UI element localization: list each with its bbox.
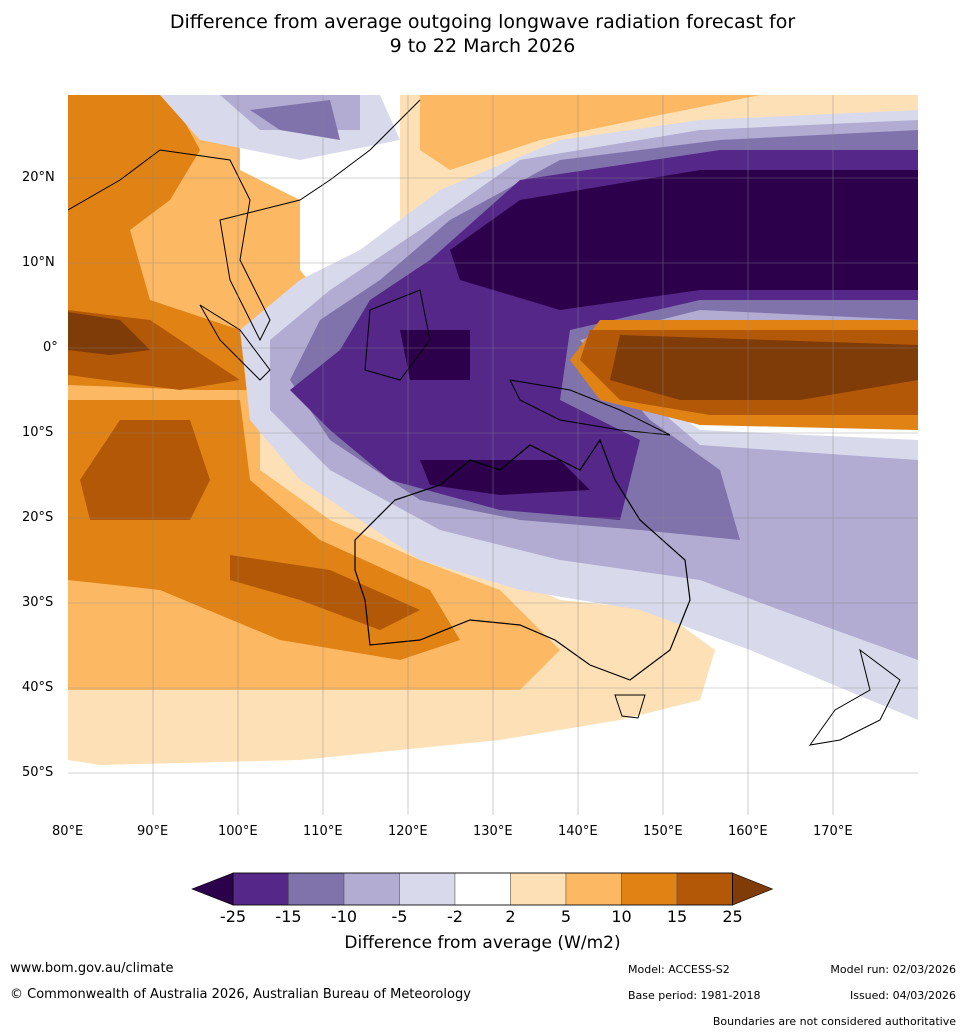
anomaly-region: [420, 95, 760, 170]
colorbar-frame: [232, 872, 733, 906]
lon-tick: 80°E: [52, 824, 84, 839]
anomaly-region: [610, 335, 918, 400]
new-guinea-coastline: [509, 379, 671, 436]
lon-tick: 90°E: [137, 824, 169, 839]
anomaly-map: [68, 95, 918, 815]
colorbar-tick-label: 10: [611, 907, 632, 926]
lon-tick: 170°E: [813, 824, 853, 839]
lon-tick: 110°E: [303, 824, 343, 839]
anomaly-region: [400, 170, 918, 495]
colorbar: [191, 872, 774, 906]
lat-tick: 40°S: [22, 680, 54, 695]
colorbar-tick-label: -15: [275, 907, 302, 926]
colorbar-tick-label: -5: [391, 907, 408, 926]
lon-tick: 120°E: [388, 824, 428, 839]
lat-tick: 10°S: [22, 425, 54, 440]
colorbar-tick-label: 25: [722, 907, 743, 926]
colorbar-segment: [676, 872, 733, 906]
colorbar-segment: [232, 872, 289, 906]
lon-tick: 150°E: [643, 824, 683, 839]
lon-tick: 140°E: [558, 824, 598, 839]
borneo-coastline: [364, 289, 431, 381]
colorbar-segment: [621, 872, 678, 906]
colorbar-segment: [343, 872, 400, 906]
colorbar-segment: [288, 872, 345, 906]
colorbar-tick-label: -2: [447, 907, 463, 926]
colorbar-tick-label: -25: [219, 907, 247, 926]
anomaly-region: [80, 420, 420, 630]
lat-tick: 30°S: [22, 595, 54, 610]
title-line-2: 9 to 22 March 2026: [389, 35, 576, 57]
lon-tick: 160°E: [728, 824, 768, 839]
colorbar-segment: [510, 872, 567, 906]
lat-tick: 10°N: [22, 255, 55, 270]
australia-coastline: [354, 438, 691, 681]
model-name: Model: ACCESS-S2: [628, 963, 730, 976]
sumatra-coastline: [199, 304, 271, 381]
colorbar-segment: [565, 872, 622, 906]
base-period: Base period: 1981-2018: [628, 989, 761, 1002]
colorbar-tick-label: -10: [330, 907, 358, 926]
lon-tick: 130°E: [473, 824, 513, 839]
issued-date: Issued: 04/03/2026: [849, 989, 956, 1002]
colorbar-tick-label: 5: [560, 907, 572, 926]
colorbar-segment: [399, 872, 456, 906]
lat-tick: 50°S: [22, 765, 54, 780]
asia-coastline: [68, 99, 421, 342]
tasmania-coastline: [614, 694, 646, 719]
colorbar-tick-label: 15: [666, 907, 688, 926]
model-run-date: Model run: 02/03/2026: [830, 963, 956, 976]
colorbar-extend-high: [732, 872, 774, 906]
colorbar-segment: [454, 872, 511, 906]
website-url[interactable]: www.bom.gov.au/climate: [10, 961, 174, 976]
new-zealand-coastline: [808, 648, 901, 746]
lat-tick: 0°: [43, 340, 58, 355]
lat-tick: 20°N: [22, 170, 55, 185]
graticule: [68, 95, 918, 815]
map-title: Difference from average outgoing longwav…: [0, 10, 965, 58]
lat-tick: 20°S: [22, 510, 54, 525]
colorbar-tick-label: 2: [505, 907, 516, 926]
copyright: © Commonwealth of Australia 2026, Austra…: [10, 987, 471, 1002]
colorbar-extend-low: [191, 872, 234, 906]
title-line-1: Difference from average outgoing longwav…: [169, 11, 796, 33]
colorbar-title: Difference from average (W/m2): [344, 933, 621, 953]
anomaly-region: [68, 312, 150, 355]
disclaimer: Boundaries are not considered authoritat…: [712, 1015, 956, 1028]
lon-tick: 100°E: [218, 824, 258, 839]
